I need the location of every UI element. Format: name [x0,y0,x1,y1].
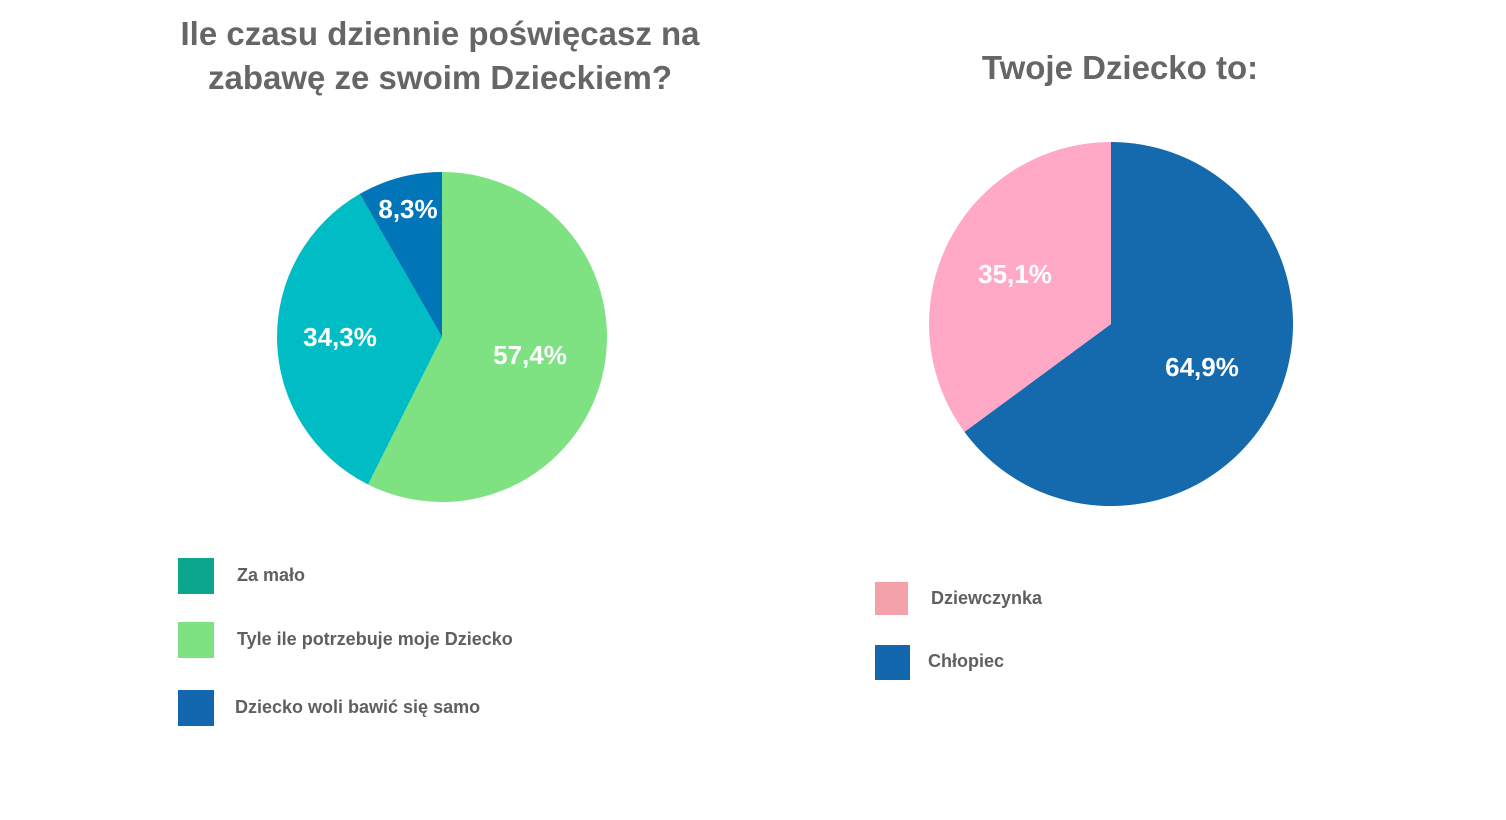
legend-swatch [178,558,214,594]
legend-swatch [875,582,908,615]
right-pie-slice-0 [929,142,1111,432]
left-pie-value-label-2: 8,3% [378,194,437,224]
legend-swatch [875,645,910,680]
legend-swatch [178,622,214,658]
chart-title-right: Twoje Dziecko to: [981,49,1259,86]
left-pie-slice-1 [368,172,607,503]
left-pie-slice-0 [277,193,442,485]
legend-label: Dziewczynka [931,588,1043,608]
right-pie-value-label-1: 64,9% [1165,352,1239,382]
legend-label: Chłopiec [928,651,1005,671]
legend-label: Dziecko woli bawić się samo [235,697,481,717]
right-pie-value-label-0: 35,1% [978,259,1052,289]
pie-chart-left: 57,4% 34,3% 8,3% [277,172,607,503]
pie-chart-right: 64,9% 35,1% [929,142,1293,506]
legend-label: Tyle ile potrzebuje moje Dziecko [237,629,513,649]
right-pie-slice-1 [964,142,1293,506]
left-pie-value-label-0: 34,3% [303,322,377,352]
chart-title-left: Ile czasu dziennie poświęcasz na zabawę … [180,15,700,96]
left-pie-slice-2 [359,172,442,337]
legend-swatch [178,690,214,726]
legend-label: Za mało [237,565,306,585]
left-pie-value-label-1: 57,4% [493,340,567,370]
